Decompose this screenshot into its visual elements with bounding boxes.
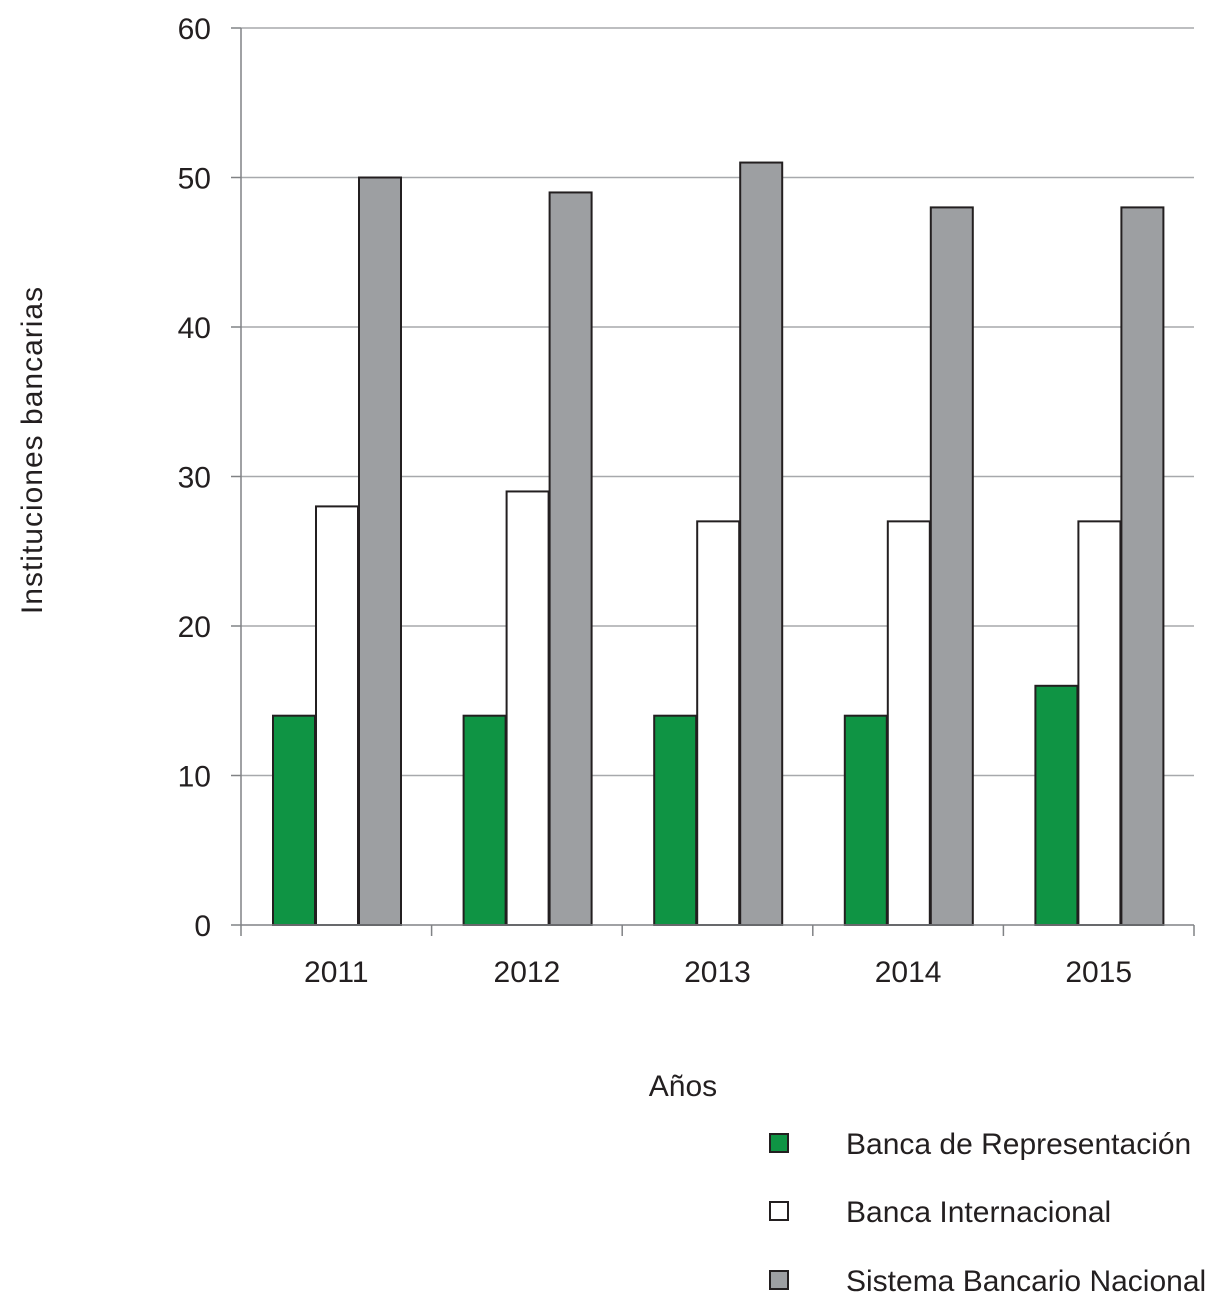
legend-label: Banca de Representación <box>846 1128 1191 1161</box>
bar-sistema-bancario-nacional-2013 <box>739 161 784 927</box>
legend-swatch <box>769 1270 789 1290</box>
x-tick-label: 2012 <box>494 956 561 989</box>
bar-banca-internacional-2014 <box>886 520 931 926</box>
bars <box>272 161 1165 927</box>
legend-label: Banca Internacional <box>846 1196 1111 1229</box>
y-axis-title: Instituciones bancarias <box>16 286 49 614</box>
legend-swatch <box>769 1201 789 1221</box>
y-tick-label: 30 <box>178 462 211 495</box>
bar-sistema-bancario-nacional-2011 <box>358 176 402 926</box>
axes <box>231 27 1195 936</box>
y-tick-label: 60 <box>178 13 211 46</box>
bar-banca-de-representaci-n-2012 <box>462 714 507 927</box>
y-tick-label: 40 <box>178 312 211 345</box>
y-tick-label: 10 <box>178 761 211 794</box>
bar-banca-de-representaci-n-2015 <box>1034 684 1079 926</box>
y-tick-label: 50 <box>178 163 211 196</box>
bar-banca-internacional-2013 <box>696 520 741 926</box>
x-tick-label: 2013 <box>684 956 751 989</box>
legend-label: Sistema Bancario Nacional <box>846 1265 1206 1294</box>
y-tick-label: 20 <box>178 611 211 644</box>
y-tick-label: 0 <box>194 910 211 943</box>
bar-banca-de-representaci-n-2011 <box>272 714 316 927</box>
y-tick-labels: 0 10 20 30 40 50 60 <box>178 13 211 943</box>
bar-banca-internacional-2015 <box>1077 520 1122 926</box>
bar-banca-internacional-2012 <box>505 490 550 926</box>
legend: Banca de Representación Banca Internacion… <box>769 1128 1206 1294</box>
bar-sistema-bancario-nacional-2015 <box>1120 206 1165 926</box>
x-tick-label: 2011 <box>304 956 369 989</box>
x-tick-label: 2015 <box>1065 956 1132 989</box>
x-axis-title: Años <box>649 1070 717 1103</box>
bar-sistema-bancario-nacional-2012 <box>548 191 593 926</box>
bar-banca-internacional-2011 <box>315 505 359 926</box>
x-tick-labels: 2011 2012 2013 2014 2015 <box>304 956 1132 989</box>
bar-sistema-bancario-nacional-2014 <box>929 206 974 926</box>
bar-banca-de-representaci-n-2014 <box>843 714 888 927</box>
bar-banca-de-representaci-n-2013 <box>653 714 698 927</box>
x-tick-label: 2014 <box>875 956 942 989</box>
legend-swatch <box>769 1133 789 1153</box>
